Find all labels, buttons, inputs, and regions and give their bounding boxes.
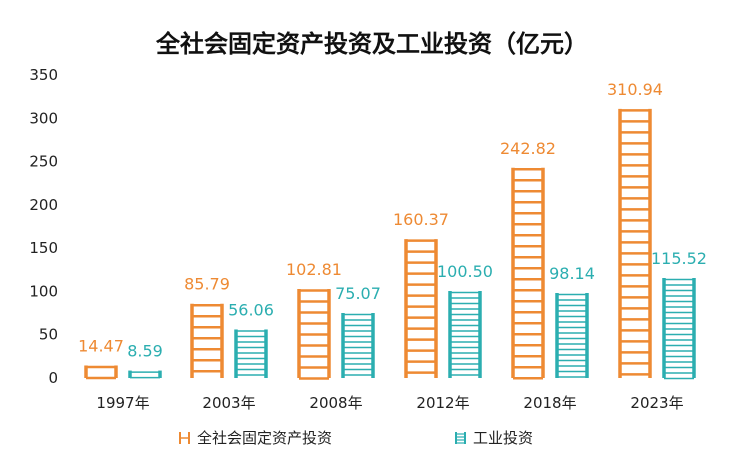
y-tick-label: 350 (29, 66, 58, 84)
bar-fixed-asset-1 (190, 303, 224, 378)
y-tick-label: 100 (29, 282, 58, 300)
data-label: 310.94 (607, 80, 663, 99)
x-tick-label: 2012年 (416, 394, 469, 412)
x-tick-label: 2008年 (309, 394, 362, 412)
x-axis: 1997年 2003年 2008年 2012年 2018年 2023年 (96, 394, 683, 412)
chart-title: 全社会固定资产投资及工业投资（亿元） (155, 30, 588, 58)
bar-industrial-1 (234, 329, 268, 378)
bar-fixed-asset-4 (511, 167, 545, 380)
data-label: 242.82 (500, 139, 556, 158)
y-tick-label: 200 (29, 196, 58, 214)
x-tick-label: 1997年 (96, 394, 149, 412)
data-label: 75.07 (335, 284, 381, 303)
y-tick-label: 0 (48, 369, 58, 387)
bar-fixed-asset-2 (297, 288, 331, 380)
legend-symbol (455, 432, 466, 444)
bar-industrial-3 (448, 290, 482, 378)
data-label: 160.37 (393, 210, 449, 229)
data-label: 14.47 (78, 336, 124, 355)
bar-industrial-2 (341, 313, 375, 378)
legend: 全社会固定资产投资 工业投资 (179, 429, 533, 447)
data-label: 8.59 (127, 342, 163, 361)
data-label: 98.14 (549, 264, 595, 283)
bars: 14.47 8.59 85.79 56.06 102.81 75.07 160.37 100.… (78, 80, 707, 380)
legend-label: 工业投资 (473, 429, 533, 447)
data-label: 102.81 (286, 260, 342, 279)
y-axis: 0 50 100 150 200 250 300 350 (29, 66, 58, 387)
x-tick-label: 2003年 (202, 394, 255, 412)
legend-label: 全社会固定资产投资 (197, 429, 332, 447)
x-tick-label: 2018年 (523, 394, 576, 412)
bar-industrial-4 (555, 293, 589, 378)
x-tick-label: 2023年 (630, 394, 683, 412)
y-tick-label: 50 (39, 326, 58, 344)
bar-fixed-asset-3 (404, 239, 438, 378)
y-tick-label: 300 (29, 109, 58, 127)
y-tick-label: 250 (29, 153, 58, 171)
bar-industrial-0 (128, 370, 162, 379)
data-label: 56.06 (228, 300, 274, 319)
data-label: 85.79 (184, 275, 230, 294)
bar-industrial-5 (662, 277, 696, 380)
data-label: 100.50 (437, 262, 493, 281)
bar-fixed-asset-5 (618, 108, 652, 378)
bar-fixed-asset-0 (84, 365, 118, 380)
legend-item-1: 工业投资 (455, 429, 533, 447)
data-label: 115.52 (651, 249, 707, 268)
y-tick-label: 150 (29, 239, 58, 257)
legend-item-0: 全社会固定资产投资 (179, 429, 332, 447)
legend-symbol (179, 432, 190, 444)
